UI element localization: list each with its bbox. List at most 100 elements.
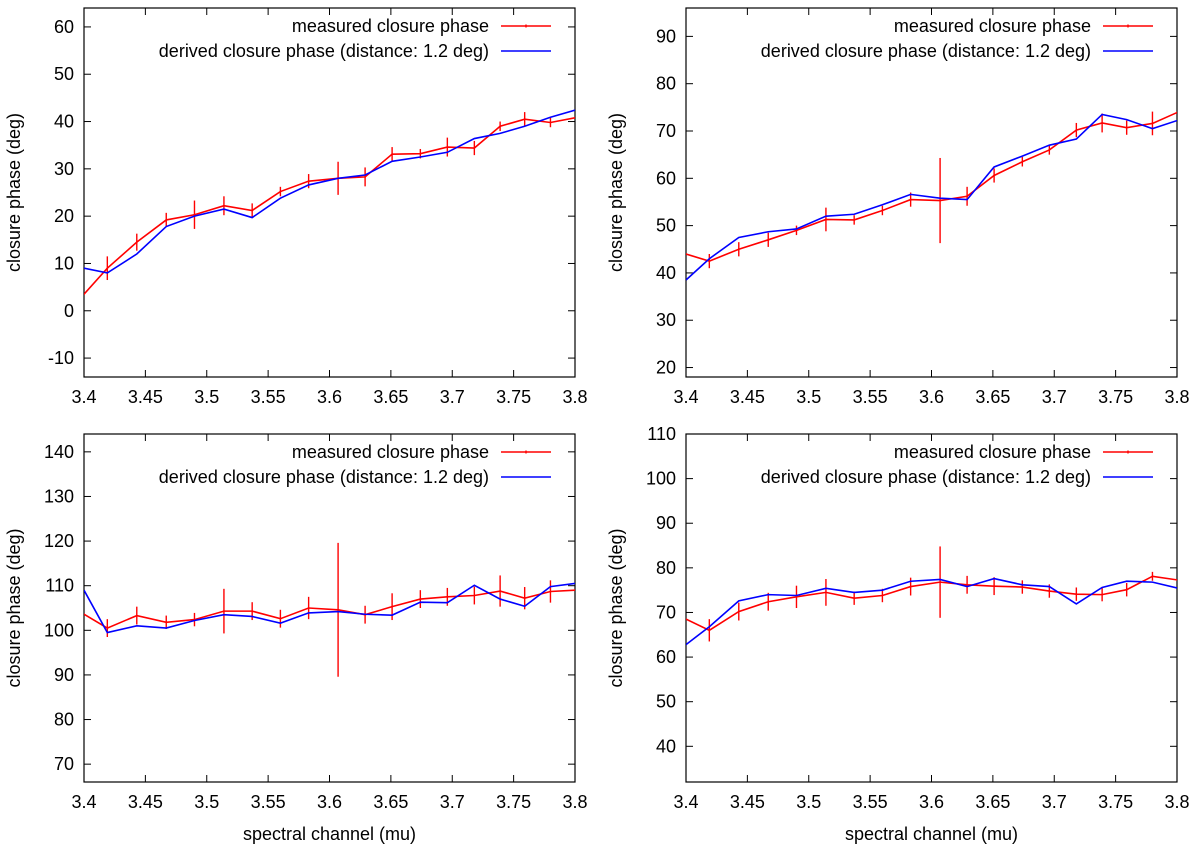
measured-point bbox=[499, 590, 502, 592]
measured-point bbox=[165, 621, 168, 624]
derived-series-line bbox=[84, 109, 575, 274]
y-tick-label: 70 bbox=[656, 121, 676, 141]
measured-series-line bbox=[84, 589, 575, 629]
y-tick-label: 120 bbox=[44, 531, 74, 551]
measured-point bbox=[1048, 590, 1051, 592]
x-tick-label: 3.4 bbox=[673, 387, 698, 407]
x-tick-label: 3.45 bbox=[128, 792, 163, 812]
y-tick-label: 50 bbox=[656, 216, 676, 236]
measured-point bbox=[686, 253, 687, 255]
x-tick-label: 3.7 bbox=[1042, 792, 1067, 812]
measured-point bbox=[391, 153, 394, 156]
x-tick-label: 3.7 bbox=[440, 792, 465, 812]
measured-point bbox=[1151, 575, 1154, 578]
measured-point bbox=[307, 180, 310, 183]
measured-point bbox=[909, 198, 912, 201]
y-axis-label: closure phase (deg) bbox=[606, 113, 626, 272]
measured-point bbox=[966, 195, 968, 198]
measured-point bbox=[881, 594, 884, 597]
x-tick-label: 3.45 bbox=[730, 387, 765, 407]
x-tick-label: 3.65 bbox=[373, 792, 408, 812]
measured-point bbox=[1075, 129, 1078, 131]
x-axis-label: spectral channel (mu) bbox=[243, 824, 416, 844]
y-tick-label: 80 bbox=[656, 74, 676, 94]
measured-point bbox=[574, 589, 575, 592]
plot-frame bbox=[685, 7, 1178, 378]
y-tick-label: 90 bbox=[656, 513, 676, 533]
measured-point bbox=[767, 238, 770, 241]
legend-label-measured: measured closure phase bbox=[894, 16, 1091, 36]
measured-point bbox=[84, 613, 85, 616]
measured-point bbox=[307, 607, 310, 609]
x-tick-label: 3.5 bbox=[194, 792, 219, 812]
measured-point bbox=[1048, 149, 1051, 151]
x-tick-label: 3.75 bbox=[496, 387, 531, 407]
y-tick-label: 20 bbox=[656, 358, 676, 378]
y-tick-label: 110 bbox=[45, 576, 74, 596]
measured-point bbox=[549, 590, 552, 593]
measured-point bbox=[795, 229, 798, 232]
measured-point bbox=[1151, 122, 1154, 125]
legend-label-measured: measured closure phase bbox=[292, 16, 489, 36]
measured-point bbox=[1125, 588, 1128, 591]
measured-point bbox=[993, 585, 996, 588]
measured-point bbox=[737, 248, 740, 251]
measured-point bbox=[853, 219, 856, 221]
x-tick-label: 3.65 bbox=[373, 387, 408, 407]
measured-point bbox=[106, 267, 109, 270]
measured-point bbox=[1101, 122, 1104, 124]
y-tick-label: 10 bbox=[54, 253, 74, 273]
measured-point bbox=[767, 600, 770, 603]
y-tick-label: 90 bbox=[656, 26, 676, 46]
measured-point bbox=[825, 591, 827, 594]
measured-point bbox=[1021, 160, 1024, 163]
y-tick-label: 90 bbox=[54, 665, 74, 685]
chart-panel-bottom-right: 3.4 3.45 3.5 3.55 3.6 3.65 3.7 3.75 3.8 40 50 60 70 8… bbox=[606, 424, 1190, 844]
derived-series-line bbox=[686, 577, 1177, 646]
measured-point bbox=[1176, 578, 1177, 581]
measured-point bbox=[279, 190, 282, 193]
measured-series-line bbox=[84, 116, 575, 295]
x-tick-label: 3.55 bbox=[251, 792, 286, 812]
measured-point bbox=[473, 594, 476, 597]
legend-label-measured: measured closure phase bbox=[292, 442, 489, 462]
x-tick-label: 3.8 bbox=[562, 792, 587, 812]
plot-area bbox=[686, 546, 1177, 646]
y-tick-label: 70 bbox=[54, 754, 74, 774]
measured-point bbox=[106, 627, 109, 629]
x-tick-label: 3.4 bbox=[71, 387, 96, 407]
y-axis-label: closure phase (deg) bbox=[4, 528, 24, 687]
legend: measured closure phase derived closure ph… bbox=[761, 442, 1153, 487]
legend: measured closure phase derived closure ph… bbox=[761, 16, 1153, 61]
x-tick-label: 3.55 bbox=[251, 387, 286, 407]
y-tick-label: 80 bbox=[656, 558, 676, 578]
measured-point bbox=[446, 146, 449, 148]
x-tick-label: 3.5 bbox=[796, 792, 821, 812]
chart-panel-bottom-left: 3.4 3.45 3.5 3.55 3.6 3.65 3.7 3.75 3.8 70 80 90 100… bbox=[4, 433, 588, 844]
legend-label-derived: derived closure phase (distance: 1.2 deg… bbox=[761, 467, 1091, 487]
measured-point bbox=[939, 199, 941, 202]
x-axis-label: spectral channel (mu) bbox=[845, 824, 1018, 844]
x-tick-label: 3.6 bbox=[317, 387, 342, 407]
legend-label-derived: derived closure phase (distance: 1.2 deg… bbox=[159, 467, 489, 487]
y-tick-label: 100 bbox=[646, 469, 676, 489]
measured-point bbox=[523, 118, 526, 121]
plot-frame bbox=[83, 7, 576, 378]
measured-point bbox=[223, 610, 225, 613]
x-tick-label: 3.4 bbox=[71, 792, 96, 812]
x-tick-label: 3.65 bbox=[975, 387, 1010, 407]
measured-point bbox=[993, 174, 996, 177]
chart-panel-top-left: 3.4 3.45 3.5 3.55 3.6 3.65 3.7 3.75 3.8 -10 0 10 20 3… bbox=[4, 7, 588, 407]
y-tick-label: 30 bbox=[656, 310, 676, 330]
plot-area bbox=[84, 109, 575, 296]
measured-series-line bbox=[686, 111, 1177, 262]
y-tick-label: 60 bbox=[54, 17, 74, 37]
chart-panel-top-right: 3.4 3.45 3.5 3.55 3.6 3.65 3.7 3.75 3.8 20 30 40 50 6… bbox=[606, 7, 1190, 407]
measured-point bbox=[391, 605, 394, 608]
measured-point bbox=[251, 610, 254, 613]
measured-point bbox=[135, 241, 138, 244]
y-axis-label: closure phase (deg) bbox=[4, 113, 24, 272]
measured-point bbox=[135, 614, 138, 617]
x-tick-label: 3.6 bbox=[919, 792, 944, 812]
plot-area bbox=[84, 542, 575, 677]
